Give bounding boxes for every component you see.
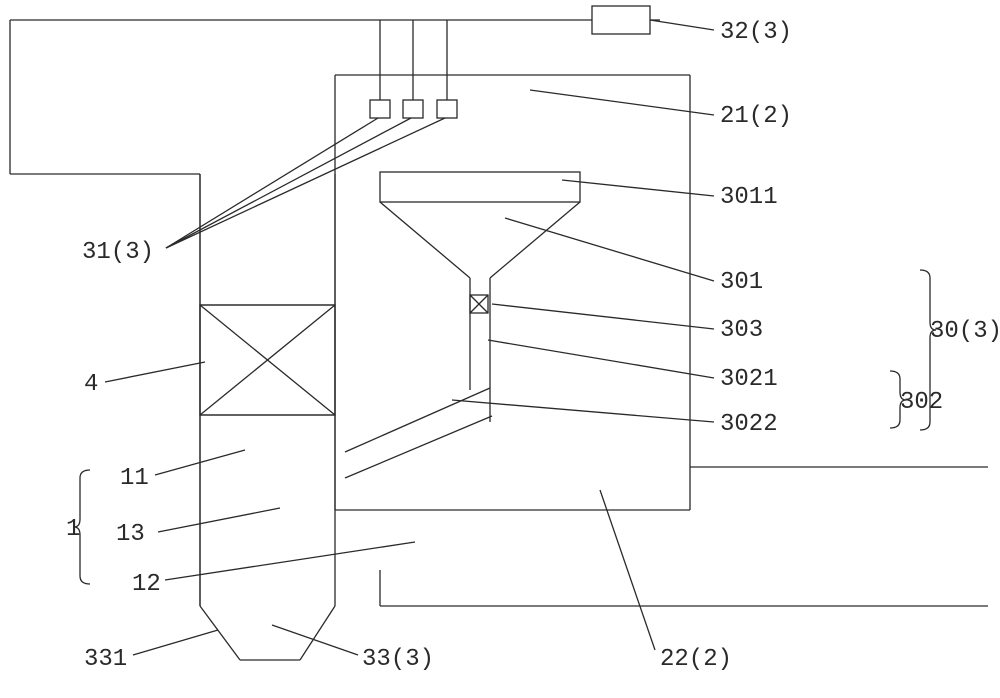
label-lbl_31: 31(3) — [82, 239, 154, 266]
label-lbl_22: 22(2) — [660, 646, 732, 673]
label-lbl_303: 303 — [720, 317, 763, 344]
label-lbl_3011: 3011 — [720, 184, 778, 211]
label-lbl_331: 331 — [84, 646, 127, 673]
label-lbl_3022: 3022 — [720, 411, 778, 438]
label-lbl_3021: 3021 — [720, 366, 778, 393]
label-lbl_11: 11 — [120, 465, 149, 492]
label-lbl_4: 4 — [84, 371, 98, 398]
label-lbl_32: 32(3) — [720, 19, 792, 46]
label-lbl_301: 301 — [720, 269, 763, 296]
label-lbl_1: 1 — [66, 516, 80, 543]
label-lbl_302: 302 — [900, 389, 943, 416]
engineering-schematic: 32(3) 21(2) 3011 301 303 3021 3022 302 30(3) 22(2… — [0, 0, 1000, 698]
label-lbl_13: 13 — [116, 521, 145, 548]
label-lbl_30: 30(3) — [930, 318, 1000, 345]
label-lbl_12: 12 — [132, 571, 161, 598]
label-lbl_33: 33(3) — [362, 646, 434, 673]
label-lbl_21: 21(2) — [720, 103, 792, 130]
